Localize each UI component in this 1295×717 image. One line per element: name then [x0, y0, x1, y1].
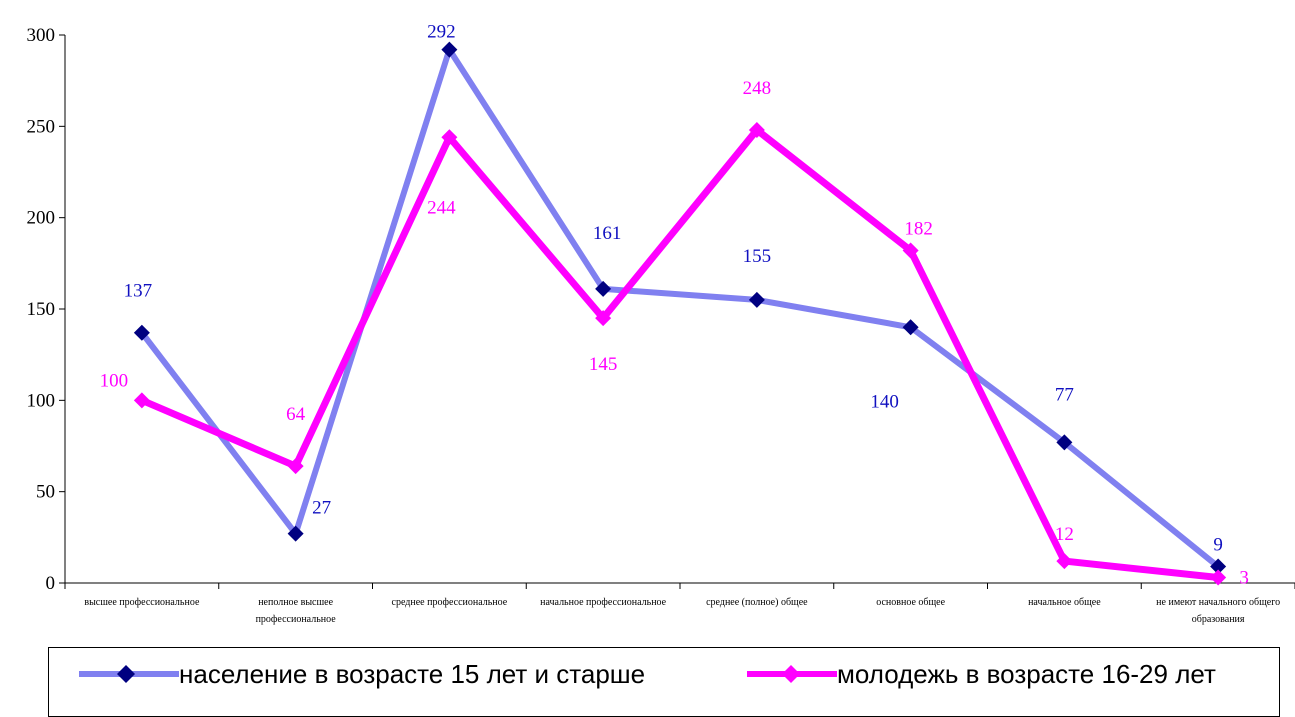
x-tick-label: основное общее — [876, 597, 945, 608]
data-label-series-1: 9 — [1213, 535, 1223, 556]
y-tick-label: 150 — [27, 299, 56, 320]
data-label-series-2: 145 — [589, 354, 618, 375]
legend-swatch-series-2 — [747, 659, 837, 689]
legend-label-series-2: молодежь в возрасте 16-29 лет — [837, 659, 1216, 690]
data-point-series-1 — [749, 292, 765, 308]
line-chart: 0 50 100 150 200 250 300 высшее профессионально… — [0, 0, 1295, 645]
data-label-series-1: 77 — [1055, 384, 1074, 405]
data-label-series-1: 161 — [593, 223, 622, 244]
data-label-series-2: 182 — [904, 219, 933, 240]
legend: население в возрасте 15 лет и старше мол… — [48, 647, 1280, 717]
data-label-series-1: 155 — [743, 246, 772, 267]
x-tick-label: начальное профессиональное — [540, 597, 667, 608]
data-label-series-1: 137 — [124, 281, 153, 302]
data-label-series-2: 3 — [1239, 568, 1249, 589]
legend-item-series-2: молодежь в возрасте 16-29 лет — [747, 652, 1216, 696]
y-tick-label: 100 — [27, 390, 56, 411]
legend-item-series-1: население в возрасте 15 лет и старше — [79, 652, 645, 696]
y-tick-label: 200 — [27, 208, 56, 229]
data-label-series-2: 12 — [1055, 524, 1074, 545]
data-label-series-2: 64 — [286, 404, 306, 425]
axes: 0 50 100 150 200 250 300 высшее профессионально… — [27, 25, 1295, 625]
data-label-series-1: 27 — [312, 498, 331, 519]
legend-label-series-1: население в возрасте 15 лет и старше — [179, 659, 645, 690]
data-label-series-1: 140 — [870, 391, 899, 412]
data-label-series-2: 100 — [100, 370, 129, 391]
data-label-series-1: 292 — [427, 22, 456, 43]
y-tick-label: 250 — [27, 116, 56, 137]
y-tick-label: 0 — [46, 573, 56, 594]
data-label-series-2: 248 — [743, 78, 772, 99]
y-tick-label: 300 — [27, 25, 56, 46]
x-tick-label: начальное общее — [1028, 597, 1101, 608]
series-markers — [134, 42, 1226, 586]
x-tick-label: высшее профессиональное — [84, 597, 200, 608]
x-tick-label: среднее (полное) общее — [706, 597, 808, 608]
series-line-1 — [142, 50, 1218, 567]
data-label-series-2: 244 — [427, 197, 456, 218]
legend-swatch-series-1 — [79, 659, 179, 689]
series-lines — [142, 50, 1218, 578]
x-tick-label: среднее профессиональное — [392, 597, 508, 608]
y-tick-label: 50 — [36, 482, 55, 503]
